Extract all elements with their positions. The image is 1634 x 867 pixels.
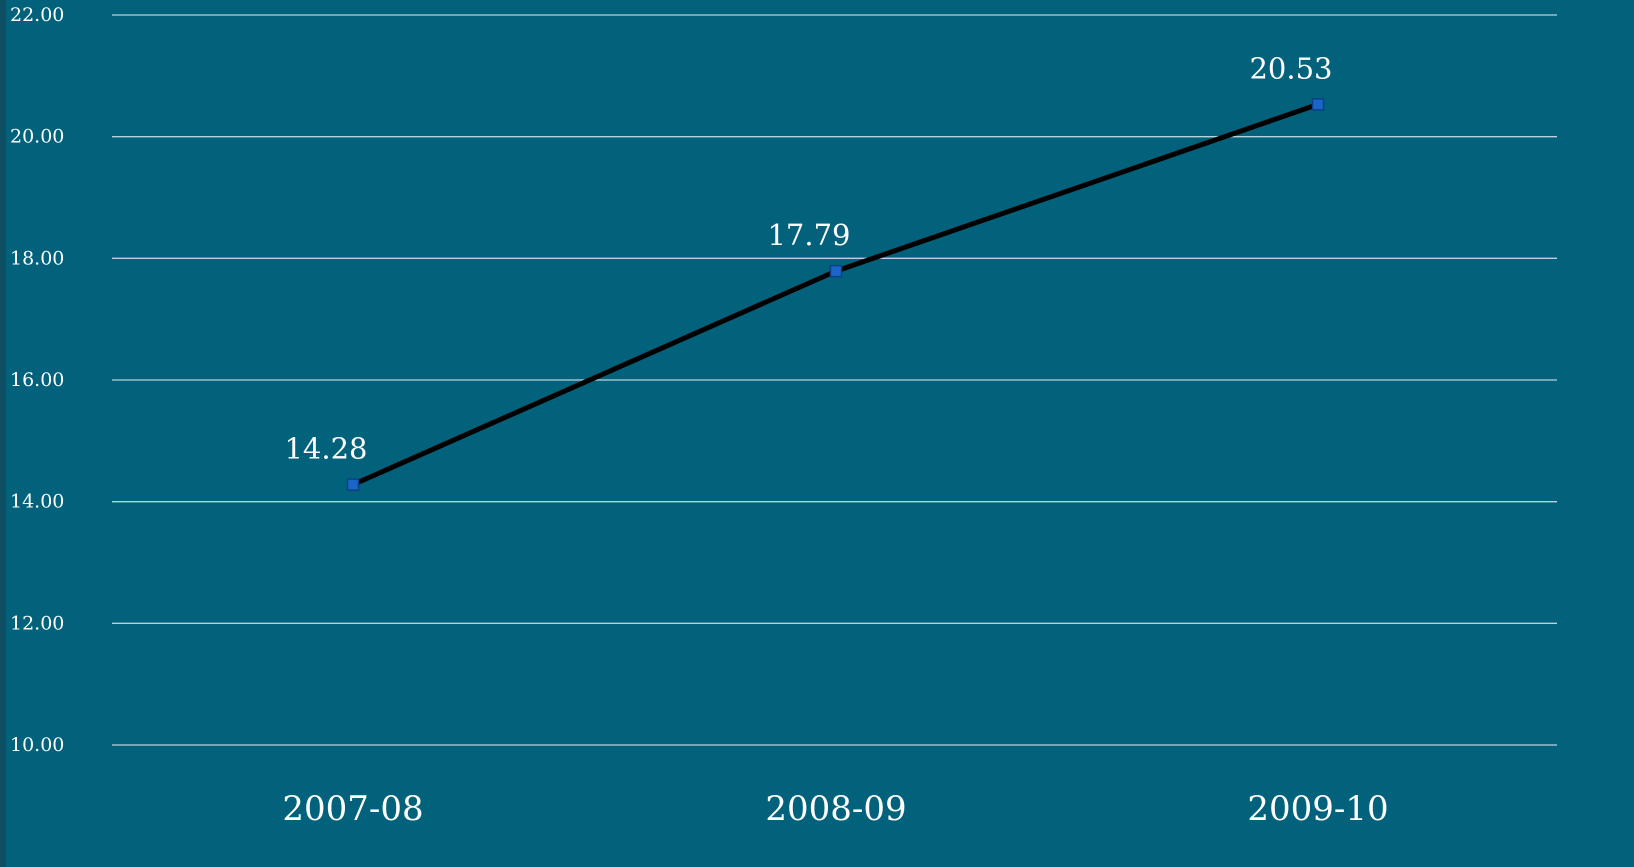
y-tick-label: 14.00 [10,491,64,513]
data-label: 14.28 [284,432,367,466]
y-tick-label: 16.00 [10,369,64,391]
y-tick-label: 10.00 [10,734,64,756]
data-label: 20.53 [1249,51,1332,85]
data-point-marker [829,264,843,278]
x-axis-ticks: 2007-08 2008-09 2009-10 [282,789,1388,829]
data-label: 17.79 [767,218,850,252]
gridlines [112,14,1557,746]
y-tick-label: 20.00 [10,126,64,148]
x-tick-label: 2008-09 [765,789,906,829]
x-tick-label: 2007-08 [282,789,423,829]
data-point-marker [1311,98,1325,111]
data-point-marker [346,478,360,491]
data-labels: 14.28 17.79 20.53 [284,51,1332,465]
left-edge-strip [0,0,6,867]
x-tick-label: 2009-10 [1247,789,1388,829]
y-tick-label: 22.00 [10,4,64,26]
y-tick-label: 18.00 [10,247,64,269]
series-line [350,101,1321,488]
y-tick-label: 12.00 [10,612,64,634]
series-layer [346,98,1325,491]
y-axis-ticks: 10.00 12.00 14.00 16.00 18.00 20.00 22.00 [10,4,64,756]
